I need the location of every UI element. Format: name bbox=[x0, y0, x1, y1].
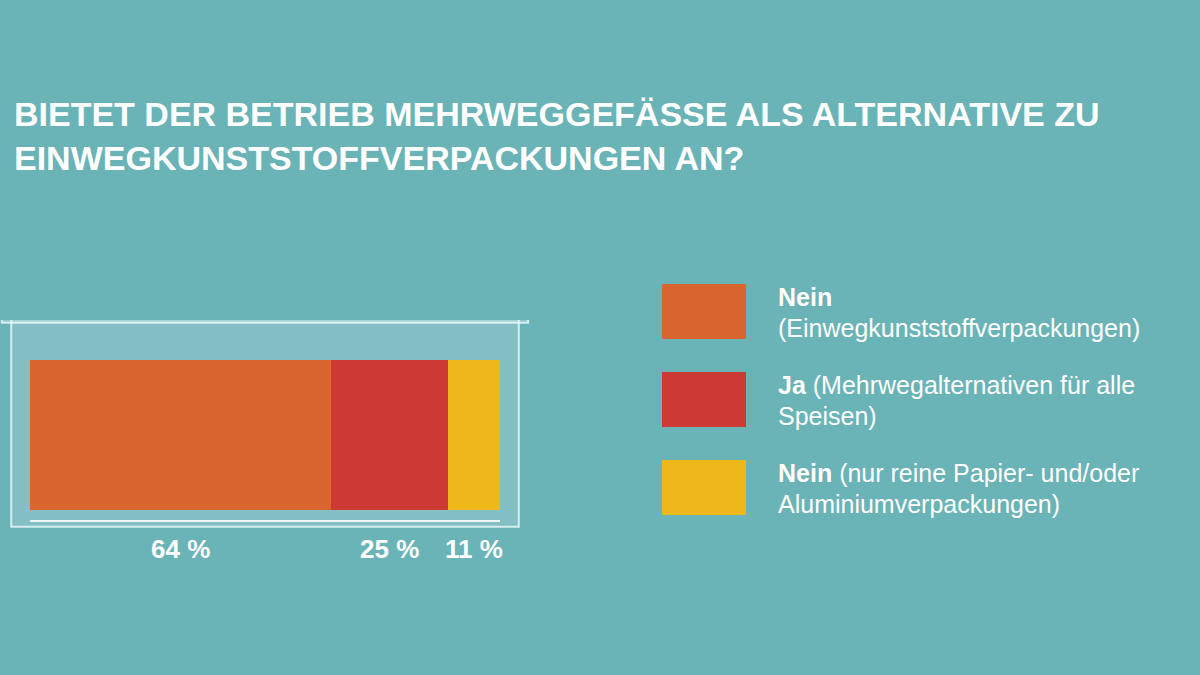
svg-text:25 %: 25 % bbox=[360, 534, 419, 564]
svg-text:64 %: 64 % bbox=[151, 534, 210, 564]
html-text:Nein (nur reine Papier- und/od: Nein (nur reine Papier- und/oder Alumini… bbox=[778, 459, 1140, 518]
html-text:BIETET DER BETRIEB MEHRWEGGEFÄ: BIETET DER BETRIEB MEHRWEGGEFÄSSE ALS AL… bbox=[14, 95, 1100, 177]
html-text:(Einwegkunststoffverpackungen): (Einwegkunststoffverpackungen) bbox=[778, 314, 1141, 342]
svg-text:11 %: 11 % bbox=[445, 534, 503, 564]
html-text:Ja (Mehrwegalternativen für al: Ja (Mehrwegalternativen für alle Speisen… bbox=[778, 371, 1136, 430]
html-text:Nein: Nein bbox=[778, 283, 833, 311]
